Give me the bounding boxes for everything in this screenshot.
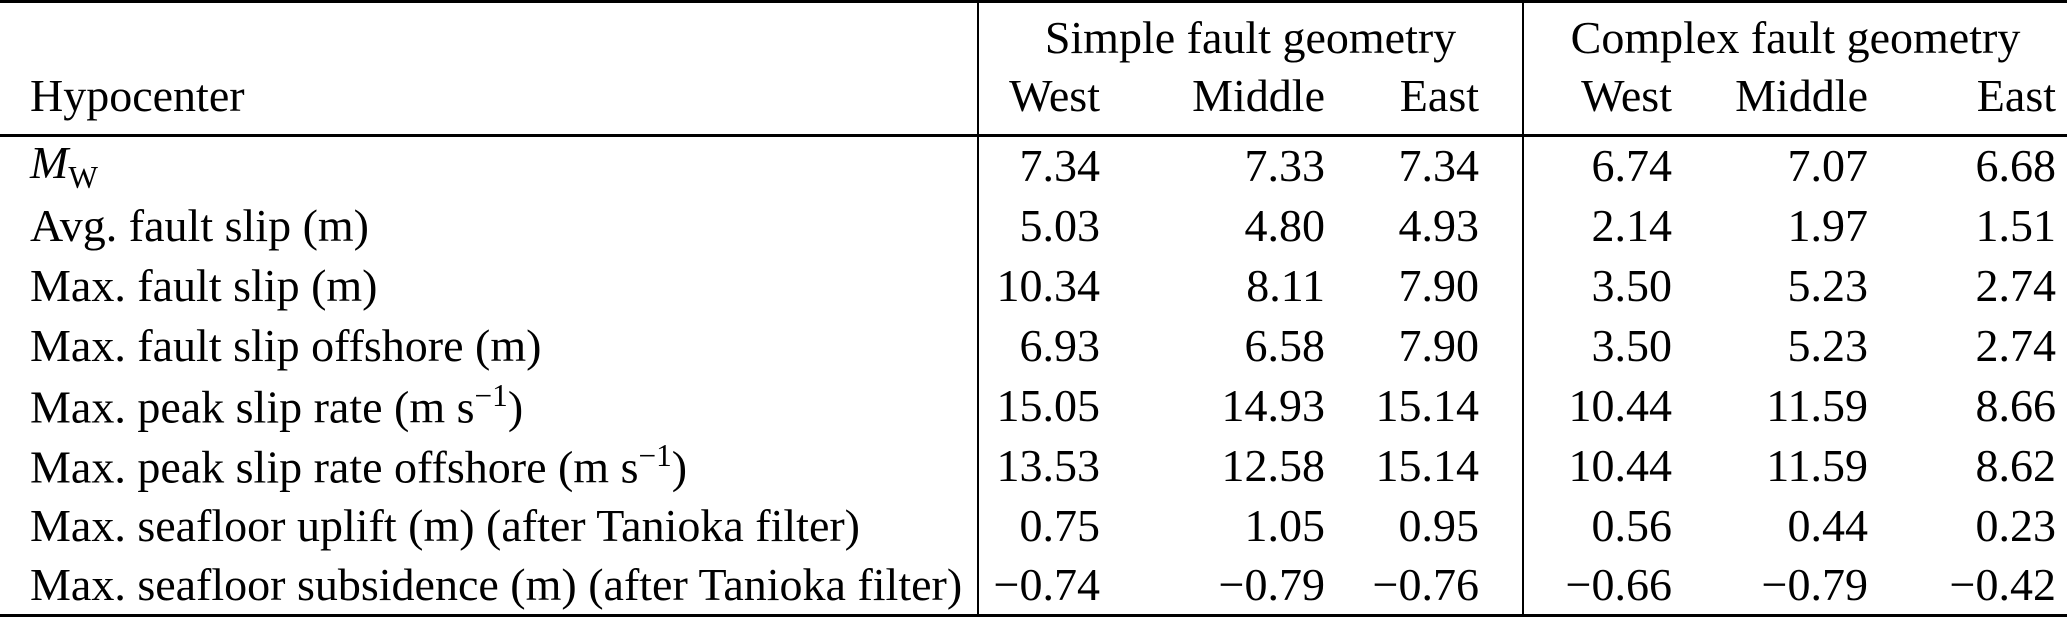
cell-simple-west: 13.53 (977, 435, 1135, 496)
table-row-avg-fault-slip: Avg. fault slip (m) 5.03 4.80 4.93 2.14 … (0, 195, 2067, 256)
label-text-close: ) (507, 381, 524, 433)
column-header-simple-west: West (977, 65, 1135, 137)
cell-complex-west: 6.74 (1522, 135, 1692, 196)
row-label-mw: MW (0, 136, 978, 196)
cell-complex-west: 2.14 (1522, 195, 1692, 256)
cell-simple-west: 0.75 (977, 495, 1135, 556)
cell-complex-middle: 5.23 (1787, 319, 1869, 371)
row-label-max-seafloor-subsidence: Max. seafloor subsidence (m) (after Tani… (30, 558, 963, 610)
magnitude-subscript: W (68, 159, 98, 195)
cell-simple-middle: 4.80 (1244, 199, 1326, 251)
cell-complex-middle: −0.79 (1761, 558, 1868, 610)
column-header-complex-middle: Middle (1692, 65, 1888, 137)
magnitude-symbol: M (30, 136, 69, 188)
cell-simple-east: 7.90 (1398, 259, 1480, 311)
cell-complex-middle: 0.44 (1787, 499, 1869, 551)
cell-simple-middle: 1.05 (1244, 499, 1326, 551)
label-text: Max. peak slip rate (m s (30, 381, 475, 433)
unit-exponent: −1 (474, 378, 508, 414)
row-label-max-seafloor-uplift: Max. seafloor uplift (m) (after Tanioka … (30, 499, 860, 551)
header-spacer (0, 2, 978, 66)
cell-complex-east: 2.74 (1975, 319, 2057, 371)
cell-simple-middle: 12.58 (1221, 439, 1326, 491)
cell-simple-west: 15.05 (977, 375, 1135, 436)
cell-simple-middle: −0.79 (1218, 558, 1325, 610)
cell-simple-west: 10.34 (977, 255, 1135, 316)
cell-simple-west: −0.74 (977, 555, 1135, 616)
table-group-header-row: Simple fault geometry Complex fault geom… (0, 1, 2067, 66)
cell-simple-east: 0.95 (1398, 499, 1480, 551)
cell-complex-east: −0.42 (1949, 558, 2056, 610)
cell-simple-east: 7.90 (1398, 319, 1480, 371)
group-header-complex: Complex fault geometry (1522, 1, 2067, 66)
cell-complex-east: 1.51 (1975, 199, 2057, 251)
table-row-max-seafloor-subsidence: Max. seafloor subsidence (m) (after Tani… (0, 555, 2067, 616)
table-row-max-fault-slip-offshore: Max. fault slip offshore (m) 6.93 6.58 7… (0, 315, 2067, 376)
cell-complex-middle: 11.59 (1766, 439, 1868, 491)
table-row-max-peak-slip-rate: Max. peak slip rate (m s−1) 15.05 14.93 … (0, 375, 2067, 436)
table-row-max-fault-slip: Max. fault slip (m) 10.34 8.11 7.90 3.50… (0, 255, 2067, 316)
row-label-avg-fault-slip: Avg. fault slip (m) (30, 199, 369, 251)
cell-simple-east: −0.76 (1372, 558, 1479, 610)
row-label-max-peak-slip-rate-offshore: Max. peak slip rate offshore (m s−1) (0, 436, 978, 496)
cell-simple-east: 15.14 (1375, 439, 1480, 491)
cell-complex-middle: 5.23 (1787, 259, 1869, 311)
cell-simple-middle: 7.33 (1244, 140, 1326, 192)
cell-simple-west: 7.34 (977, 135, 1135, 196)
row-label-max-fault-slip-offshore: Max. fault slip offshore (m) (30, 319, 542, 371)
cell-complex-middle: 1.97 (1787, 199, 1869, 251)
column-header-simple-middle: Middle (1135, 65, 1350, 137)
cell-complex-west: 10.44 (1522, 435, 1692, 496)
cell-simple-east: 4.93 (1398, 199, 1480, 251)
column-header-complex-east: East (1888, 65, 2067, 137)
cell-complex-east: 8.62 (1975, 439, 2057, 491)
table-row-max-seafloor-uplift: Max. seafloor uplift (m) (after Tanioka … (0, 495, 2067, 556)
cell-complex-west: −0.66 (1522, 555, 1692, 616)
cell-simple-east: 15.14 (1375, 379, 1480, 431)
cell-complex-west: 10.44 (1522, 375, 1692, 436)
cell-complex-west: 0.56 (1522, 495, 1692, 556)
table-row-max-peak-slip-rate-offshore: Max. peak slip rate offshore (m s−1) 13.… (0, 435, 2067, 496)
cell-complex-west: 3.50 (1522, 315, 1692, 376)
cell-complex-west: 3.50 (1522, 255, 1692, 316)
cell-simple-west: 6.93 (977, 315, 1135, 376)
cell-simple-east: 7.34 (1398, 140, 1480, 192)
table-column-header-row: Hypocenter West Middle East West Middle … (0, 65, 2067, 137)
row-label-max-peak-slip-rate: Max. peak slip rate (m s−1) (0, 376, 978, 436)
cell-simple-west: 5.03 (977, 195, 1135, 256)
cell-simple-middle: 6.58 (1244, 319, 1326, 371)
column-header-simple-east: East (1350, 65, 1523, 137)
cell-complex-east: 0.23 (1975, 499, 2057, 551)
column-header-complex-west: West (1522, 65, 1692, 137)
table-row-mw: MW 7.34 7.33 7.34 6.74 7.07 6.68 (0, 135, 2067, 196)
cell-complex-middle: 11.59 (1766, 379, 1868, 431)
cell-simple-middle: 8.11 (1246, 259, 1325, 311)
label-text: Max. peak slip rate offshore (m s (30, 441, 639, 493)
group-header-simple: Simple fault geometry (977, 1, 1523, 66)
cell-complex-east: 2.74 (1975, 259, 2057, 311)
label-text-close: ) (671, 441, 688, 493)
unit-exponent: −1 (638, 438, 672, 474)
cell-simple-middle: 14.93 (1221, 379, 1326, 431)
cell-complex-east: 8.66 (1975, 379, 2057, 431)
row-label-max-fault-slip: Max. fault slip (m) (30, 259, 378, 311)
column-header-hypocenter: Hypocenter (0, 65, 978, 137)
cell-complex-east: 6.68 (1975, 140, 2057, 192)
cell-complex-middle: 7.07 (1787, 140, 1869, 192)
